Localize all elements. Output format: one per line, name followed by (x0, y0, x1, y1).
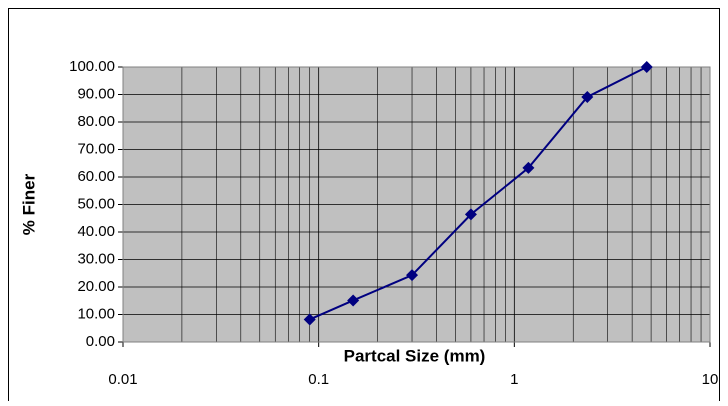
x-tick-label: 0.01 (108, 371, 137, 388)
y-tick-label: 80.00 (77, 113, 115, 130)
y-tick-label: 20.00 (77, 278, 115, 295)
y-tick-label: 40.00 (77, 223, 115, 240)
y-tick-label: 0.00 (86, 333, 115, 350)
data-point (347, 294, 360, 307)
y-tick-label: 70.00 (77, 140, 115, 157)
y-tick-label: 100.00 (69, 58, 115, 75)
y-tick-label: 90.00 (77, 85, 115, 102)
plot-border (122, 66, 711, 343)
y-tick-label: 60.00 (77, 168, 115, 185)
data-point (581, 90, 594, 103)
y-tick-label: 10.00 (77, 305, 115, 322)
x-axis-label: Partcal Size (mm) (344, 346, 486, 365)
data-point (464, 208, 477, 221)
y-axis-label: % Finer (19, 173, 38, 235)
data-point (640, 61, 653, 73)
x-tick-label: 0.1 (308, 371, 329, 388)
data-point (522, 161, 535, 174)
x-tick-label: 10 (702, 371, 719, 388)
data-point (303, 313, 316, 326)
y-tick-label: 50.00 (77, 195, 115, 212)
x-tick-label: 1 (510, 371, 518, 388)
data-point (406, 269, 419, 282)
y-tick-label: 30.00 (77, 250, 115, 267)
